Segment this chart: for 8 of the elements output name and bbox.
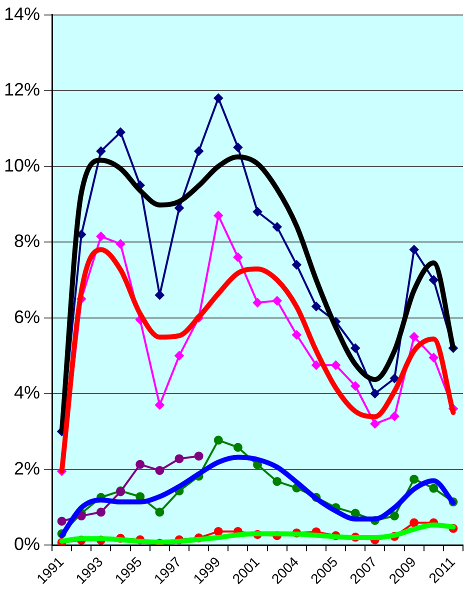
y-tick-label: 10% [4,155,40,176]
y-tick-label: 0% [14,534,40,554]
y-tick-label: 6% [14,306,40,327]
y-tick-label: 14% [4,4,40,24]
y-tick-label: 2% [14,458,40,478]
y-tick-label: 4% [14,382,40,403]
y-tick-label: 8% [14,231,40,252]
y-tick-label: 12% [4,80,40,100]
